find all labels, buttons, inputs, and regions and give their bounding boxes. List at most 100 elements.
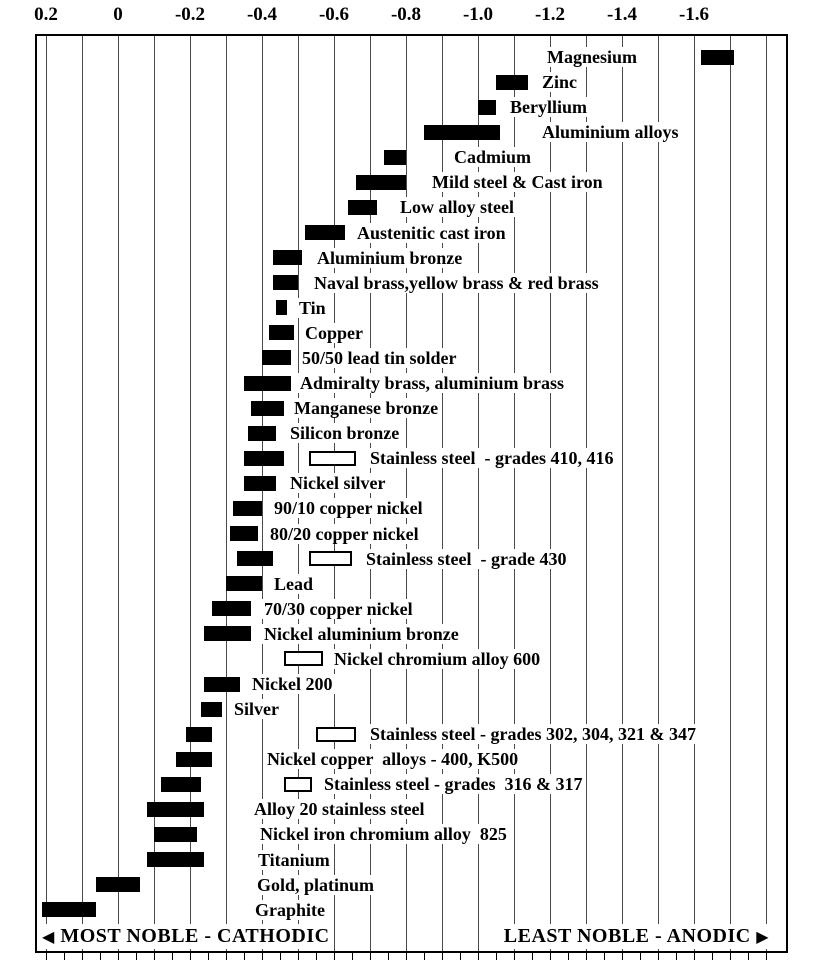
gridline [550,36,551,951]
metal-label: 70/30 copper nickel [262,598,415,619]
metal-label: Mild steel & Cast iron [430,172,605,193]
potential-bar [161,776,201,792]
axis-minor-tick [586,953,587,960]
metal-label: Copper [303,322,365,343]
axis-minor-tick [226,953,227,960]
active-state-box [316,726,356,742]
metal-label: Beryllium [508,97,589,118]
gridline [514,36,515,951]
gridline [46,36,47,951]
potential-bar [204,676,241,692]
metal-label: Nickel iron chromium alloy 825 [258,824,509,845]
potential-bar [478,99,496,115]
axis-minor-tick [64,953,65,960]
gridline [442,36,443,951]
axis-minor-tick [316,953,317,960]
metal-label: Cadmium [452,147,534,168]
axis-minor-tick [406,953,407,960]
gridline [82,36,83,951]
axis-tick-label: -0.6 [318,4,350,25]
metal-label: 50/50 lead tin solder [300,347,459,368]
axis-minor-tick [478,953,479,960]
gridline [658,36,659,951]
metal-label: Silver [232,699,281,720]
potential-bar [211,601,252,617]
gridline [370,36,371,951]
gridline [334,36,335,951]
metal-label: Nickel copper alloys - 400, K500 [265,749,521,770]
axis-minor-tick [262,953,263,960]
axis-minor-tick [676,953,677,960]
axis-minor-tick [532,953,533,960]
axis-minor-tick [118,953,119,960]
most-noble-label: ◀ MOST NOBLE - CATHODIC [38,924,334,949]
metal-label: Stainless steel - grades 302, 304, 321 &… [368,724,698,745]
potential-bar [146,801,205,817]
potential-bar [424,124,500,140]
gridline [586,36,587,951]
gridline [730,36,731,951]
axis-minor-tick [730,953,731,960]
potential-bar [496,74,529,90]
potential-bar [175,751,212,767]
axis-minor-tick [622,953,623,960]
axis-minor-tick [334,953,335,960]
axis-tick-label: 0.2 [34,4,58,25]
metal-label: Nickel silver [288,473,388,494]
metal-label: Naval brass,yellow brass & red brass [312,272,601,293]
axis-minor-tick [280,953,281,960]
axis-minor-tick [208,953,209,960]
axis-minor-tick [136,953,137,960]
axis-minor-tick [424,953,425,960]
metal-label: Graphite [253,899,327,920]
gridline [478,36,479,951]
axis-minor-tick [568,953,569,960]
potential-bar [146,852,205,868]
metal-label: Magnesium [545,47,639,67]
potential-bar [701,49,734,65]
axis-tick-label: -0.4 [246,4,278,25]
potential-bar [204,626,252,642]
axis-minor-tick [766,953,767,960]
axis-minor-tick [388,953,389,960]
metal-label: Stainless steel - grades 410, 416 [368,448,616,469]
metal-label: Nickel 200 [250,674,335,694]
axis-minor-tick [352,953,353,960]
axis-tick-label: -1.4 [606,4,638,25]
metal-label: Silicon bronze [288,423,402,444]
potential-bar [200,701,223,717]
axis-minor-tick [550,953,551,960]
potential-bar [272,275,298,291]
axis-minor-tick [640,953,641,960]
axis-minor-tick [154,953,155,960]
potential-bar [96,877,140,893]
metal-label: Low alloy steel [398,197,516,218]
metal-label: Aluminium alloys [540,122,681,143]
gridline [226,36,227,951]
axis-minor-tick [514,953,515,960]
axis-minor-tick [190,953,191,960]
gridline [298,36,299,951]
axis-minor-tick [370,953,371,960]
metal-label: Admiralty brass, aluminium brass [298,373,567,394]
axis-minor-tick [658,953,659,960]
potential-bar [262,350,291,366]
least-noble-text: LEAST NOBLE - ANODIC [503,925,757,947]
metal-label: Nickel chromium alloy 600 [332,648,543,669]
axis-tick-label: -1.0 [462,4,494,25]
potential-bar [154,826,198,842]
axis-minor-tick [100,953,101,960]
active-state-box [308,551,352,567]
potential-bar [244,450,284,466]
metal-label: Stainless steel - grade 430 [364,548,569,569]
potential-bar [355,174,406,190]
gridline [694,36,695,951]
metal-label: Nickel aluminium bronze [262,623,461,644]
axis-minor-tick [172,953,173,960]
metal-label: Gold, platinum [255,874,377,895]
gridline [118,36,119,951]
potential-bar [226,576,262,592]
potential-bar [244,375,291,391]
potential-bar [269,325,295,341]
